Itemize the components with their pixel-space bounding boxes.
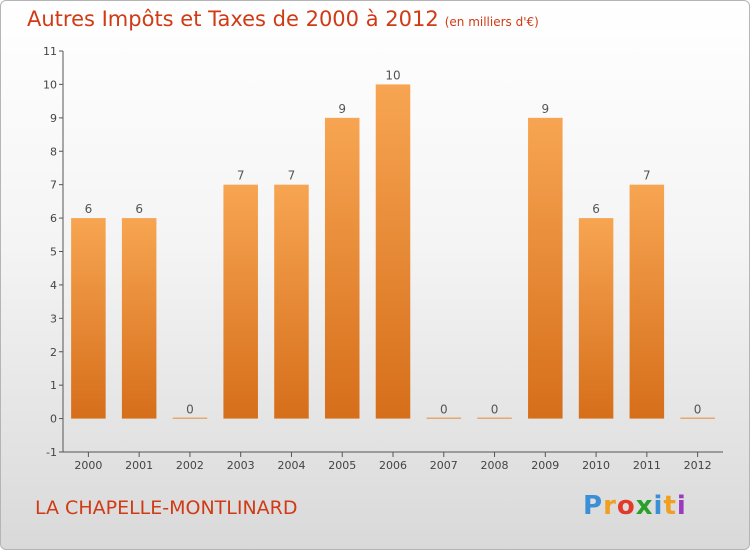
y-tick-label: 10 <box>43 78 57 91</box>
bar-2005 <box>324 117 360 419</box>
data-label-2011: 7 <box>643 169 651 183</box>
y-tick-label: 6 <box>50 212 57 225</box>
bar-2012 <box>680 417 715 419</box>
data-label-2000: 6 <box>85 202 93 216</box>
bar-2002 <box>172 417 208 419</box>
logo-letter: o <box>616 491 636 521</box>
bar-2001 <box>121 218 157 419</box>
logo-letter: i <box>676 491 687 521</box>
bars-layer <box>71 84 715 419</box>
x-tick-label: 2003 <box>227 459 255 472</box>
axis-layer: -1 0 1 2 3 4 5 6 7 8 9 10 11 2000 2001 2002 2003 2004 2005… <box>43 45 723 472</box>
y-tick-label: 4 <box>50 279 57 292</box>
x-tick-label: 2005 <box>328 459 356 472</box>
data-label-2001: 6 <box>135 202 143 216</box>
y-tick-label: -1 <box>46 446 57 459</box>
bar-2006 <box>375 84 411 419</box>
y-tick-label: 11 <box>43 45 57 58</box>
x-tick-label: 2012 <box>684 459 712 472</box>
chart-unit: (en milliers d'€) <box>444 15 539 29</box>
x-tick-label: 2006 <box>379 459 407 472</box>
chart-title-text: Autres Impôts et Taxes de 2000 à 2012 <box>27 7 439 31</box>
x-tick-label: 2008 <box>481 459 509 472</box>
commune-name: LA CHAPELLE-MONTLINARD <box>35 497 298 519</box>
logo-letter: r <box>603 491 617 521</box>
y-tick-label: 2 <box>50 346 57 359</box>
x-tick-label: 2002 <box>176 459 204 472</box>
data-label-2004: 7 <box>288 169 296 183</box>
bar-2003 <box>223 184 258 419</box>
bar-2011 <box>629 184 665 419</box>
y-tick-label: 3 <box>50 312 57 325</box>
bar-2007 <box>426 417 462 419</box>
data-label-2005: 9 <box>338 102 346 116</box>
y-tick-label: 9 <box>50 112 57 125</box>
data-label-2003: 7 <box>237 169 245 183</box>
data-label-2008: 0 <box>491 403 499 417</box>
bar-2000 <box>71 218 106 419</box>
data-label-2002: 0 <box>186 403 194 417</box>
y-tick-label: 8 <box>50 145 57 158</box>
logo-letter: t <box>663 491 677 521</box>
bar-2008 <box>477 417 512 419</box>
y-tick-label: 5 <box>50 246 57 259</box>
logo-letter: P <box>583 491 604 521</box>
labels-layer: 6 6 0 7 7 9 10 0 0 9 6 7 0 <box>85 68 702 416</box>
y-tick-label: 7 <box>50 179 57 192</box>
data-label-2006: 10 <box>385 68 400 82</box>
data-label-2007: 0 <box>440 403 448 417</box>
logo-letter: i <box>653 491 664 521</box>
data-label-2009: 9 <box>541 102 549 116</box>
y-tick-label: 0 <box>50 413 57 426</box>
bar-2009 <box>528 117 563 419</box>
bar-2004 <box>274 184 309 419</box>
x-tick-label: 2011 <box>633 459 661 472</box>
chart-title: Autres Impôts et Taxes de 2000 à 2012 (en… <box>27 7 539 31</box>
bar-2010 <box>578 218 614 419</box>
proxiti-logo: Proxiti <box>583 491 687 521</box>
x-tick-label: 2010 <box>582 459 610 472</box>
logo-letter: x <box>635 491 654 521</box>
x-tick-label: 2000 <box>74 459 102 472</box>
x-tick-label: 2009 <box>531 459 559 472</box>
data-label-2012: 0 <box>694 403 702 417</box>
x-tick-label: 2004 <box>277 459 305 472</box>
x-tick-label: 2007 <box>430 459 458 472</box>
data-label-2010: 6 <box>592 202 600 216</box>
x-tick-label: 2001 <box>125 459 153 472</box>
y-tick-label: 1 <box>50 379 57 392</box>
